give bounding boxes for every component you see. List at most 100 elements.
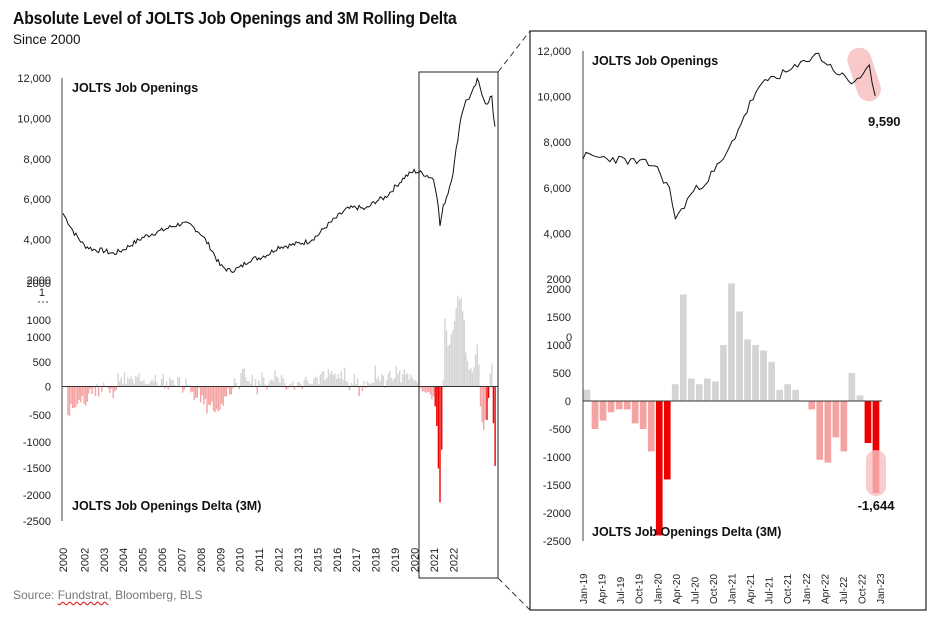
left-bottom-delta-bar — [285, 386, 287, 390]
left-bottom-delta-bar — [263, 377, 265, 387]
left-bottom-delta-bar — [385, 380, 388, 387]
left-bottom-x-tick-label: 2008 — [196, 548, 208, 572]
left-bottom-delta-bar — [462, 311, 464, 387]
left-bottom-delta-bar — [119, 380, 121, 387]
left-bottom-y-tick-label: -2500 — [23, 516, 51, 528]
left-bottom-delta-bar — [483, 386, 485, 430]
left-bottom-delta-bar — [390, 377, 393, 387]
right-bottom-delta-bar — [872, 401, 880, 494]
left-bottom-delta-bar — [93, 386, 95, 388]
left-bottom-delta-bar — [143, 380, 145, 387]
right-bottom-delta-bar — [768, 361, 775, 401]
left-bottom-delta-bar — [352, 384, 354, 387]
left-bottom-delta-bar — [494, 386, 496, 466]
left-bottom-delta-bar — [366, 381, 368, 387]
left-bottom-delta-bar — [478, 364, 480, 387]
left-bottom-delta-bar — [195, 386, 197, 398]
left-bottom-delta-bar — [193, 386, 195, 401]
right-top-job-openings-line — [582, 52, 876, 221]
left-bottom-delta-bar — [337, 374, 339, 387]
left-bottom-x-tick-label: 2005 — [138, 548, 150, 572]
right-bottom-y-tick-label: 0 — [565, 396, 571, 408]
left-bottom-delta-bar — [151, 379, 153, 387]
left-bottom-y-tick-label: -500 — [29, 410, 51, 422]
left-bottom-x-tick-label: 2013 — [293, 548, 305, 572]
left-bottom-delta-bar — [282, 378, 284, 387]
left-bottom-y-tick-label: 2000 — [27, 278, 51, 290]
left-bottom-delta-bar — [449, 344, 451, 387]
left-bottom-delta-bar — [387, 374, 389, 387]
right-bottom-y-tick-label: -500 — [549, 424, 571, 436]
left-bottom-delta-bar — [339, 378, 341, 387]
left-bottom-delta-bar — [306, 380, 309, 387]
left-bottom-delta-bar — [169, 377, 171, 387]
left-bottom-delta-bar — [431, 386, 433, 400]
left-bottom-delta-bar — [196, 386, 198, 398]
left-bottom-delta-bar — [264, 384, 266, 387]
left-bottom-delta-bar — [327, 369, 330, 387]
left-bottom-delta-bar — [324, 380, 326, 387]
left-bottom-delta-bar — [445, 330, 448, 387]
left-bottom-y-tick-label: 1000 — [27, 315, 51, 327]
right-top-series-label: JOLTS Job Openings — [592, 54, 718, 68]
left-bottom-delta-bar — [191, 386, 194, 392]
left-bottom-delta-bar — [397, 374, 399, 387]
left-bottom-x-tick-label: 2015 — [312, 548, 324, 572]
left-bottom-delta-bar — [350, 382, 352, 387]
left-bottom-delta-bar — [88, 386, 90, 394]
left-bottom-delta-bar — [296, 381, 299, 387]
source-fundstrat: Fundstrat — [57, 588, 109, 602]
left-bottom-delta-bar — [308, 383, 310, 387]
right-bottom-delta-bar — [583, 389, 591, 401]
left-bottom-delta-bar — [358, 386, 360, 397]
left-bottom-delta-bar — [75, 386, 77, 407]
left-bottom-delta-bar — [219, 386, 221, 410]
left-bottom-delta-bar — [379, 381, 381, 387]
left-bottom-y-tick-label: 1000 — [27, 332, 51, 344]
left-bottom-delta-bar — [415, 380, 417, 387]
right-bottom-x-tick-label: Jan-21 — [728, 573, 739, 604]
left-bottom-delta-bar — [318, 384, 320, 387]
source-prefix: Source: — [13, 588, 58, 602]
left-bottom-delta-bar — [182, 386, 184, 393]
right-bottom-delta-bar — [696, 384, 703, 401]
right-bottom-x-tick-label: Apr-21 — [746, 574, 757, 604]
right-bottom-x-tick-label: Apr-19 — [598, 574, 609, 604]
left-bottom-delta-bar — [201, 386, 203, 396]
left-bottom-delta-bar — [398, 370, 401, 387]
right-bottom-series-label: JOLTS Job Openings Delta (3M) — [592, 525, 781, 539]
right-bottom-delta-bar — [760, 350, 767, 401]
left-bottom-x-tick-label: 2021 — [429, 548, 441, 572]
left-bottom-delta-bar — [159, 384, 161, 387]
left-bottom-delta-bar — [348, 386, 351, 391]
left-bottom-delta-bar — [384, 386, 386, 388]
source-rest: , Bloomberg, BLS — [108, 588, 203, 602]
left-bottom-delta-bar — [471, 372, 474, 387]
left-bottom-delta-bar — [428, 386, 430, 392]
left-bottom-delta-bar — [174, 385, 176, 387]
left-bottom-delta-bar — [466, 361, 469, 387]
left-bottom-delta-bar — [122, 383, 124, 387]
left-top-panel: 12,000 10,000 8,000 6,000 4,000 2000 JOLTS Job… — [17, 73, 496, 288]
right-bottom-x-tick-label: Oct-22 — [857, 574, 868, 604]
right-bottom-delta-bar — [816, 401, 824, 460]
left-bottom-delta-bar — [86, 386, 88, 402]
left-bottom-delta-bar — [403, 369, 406, 387]
left-bottom-delta-bar — [489, 373, 491, 387]
right-bottom-delta-bar — [840, 401, 848, 452]
left-top-job-openings-line — [62, 76, 496, 274]
left-bottom-x-tick-label: 2004 — [118, 548, 130, 572]
left-bottom-delta-bar — [392, 380, 394, 387]
left-bottom-delta-bar — [211, 386, 213, 402]
left-bottom-delta-bar — [300, 383, 302, 387]
left-bottom-delta-bar — [376, 379, 378, 387]
right-bottom-x-tick-label: Oct-21 — [783, 574, 794, 604]
left-bottom-delta-bar — [183, 386, 186, 390]
right-bottom-delta-bar — [688, 378, 695, 401]
left-bottom-delta-bar — [241, 369, 244, 387]
right-bottom-y-tick-label: 1500 — [547, 312, 571, 324]
right-top-y-tick-label: 4,000 — [543, 228, 571, 240]
right-top-y-tick-label: 8,000 — [543, 137, 571, 149]
left-top-y-tick-label: 8,000 — [23, 154, 51, 166]
left-bottom-delta-bar — [369, 384, 372, 387]
